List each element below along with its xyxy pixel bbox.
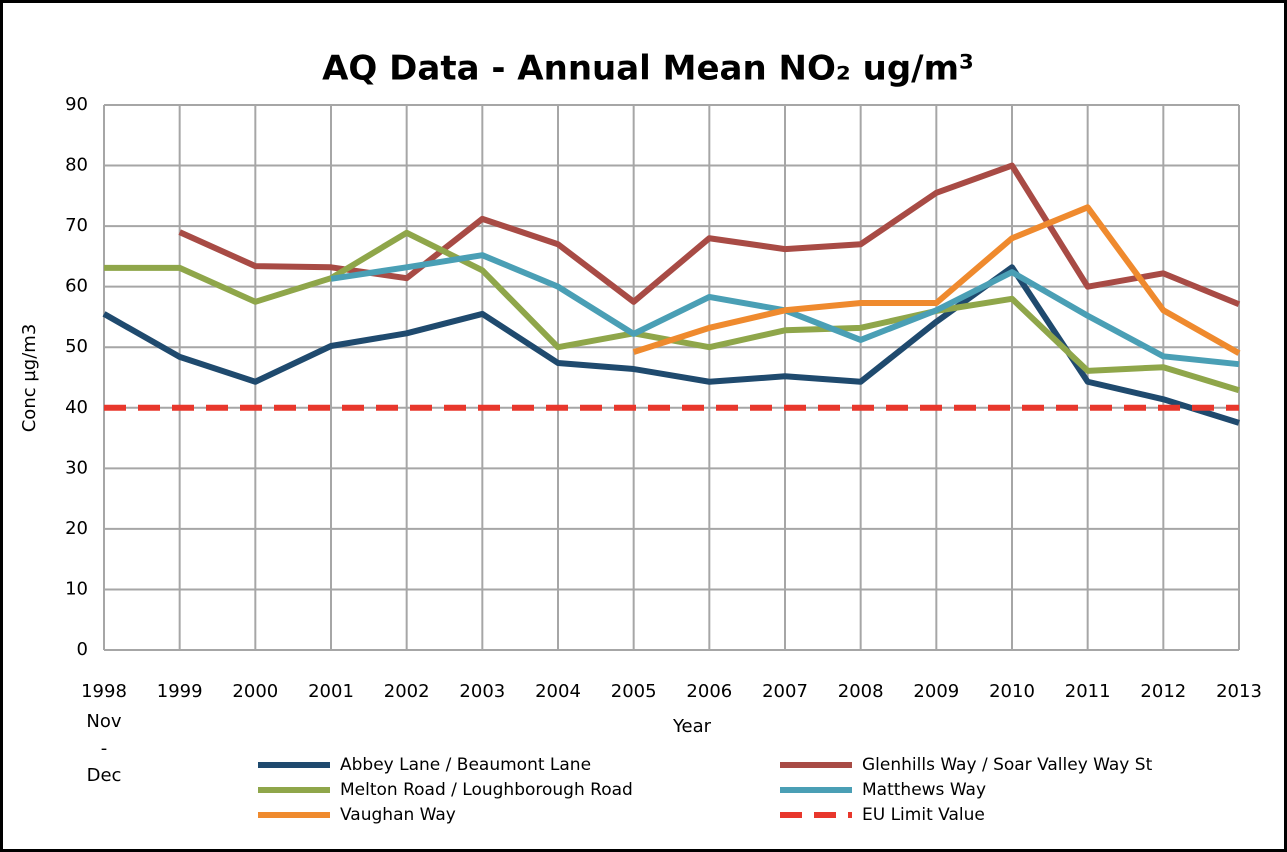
x-tick-label: 2001 <box>308 681 354 702</box>
y-tick-label: 30 <box>65 457 88 478</box>
x-tick-label: 2010 <box>989 681 1035 702</box>
y-tick-label: 80 <box>65 155 88 176</box>
legend-label: Glenhills Way / Soar Valley Way St <box>862 755 1153 775</box>
legend-label: Vaughan Way <box>340 805 456 825</box>
y-tick-label: 40 <box>65 397 88 418</box>
legend-label: Matthews Way <box>862 780 986 800</box>
x-tick-label: 2011 <box>1065 681 1111 702</box>
chart-title: AQ Data - Annual Mean NO₂ ug/m³ <box>322 49 974 89</box>
x-tick-label: 2000 <box>232 681 278 702</box>
x-tick-label: 2006 <box>686 681 732 702</box>
x-tick-label: 2004 <box>535 681 581 702</box>
y-axis-label: Conc µg/m3 <box>19 324 40 433</box>
x-tick-label: 2008 <box>838 681 884 702</box>
series-line <box>178 162 1241 308</box>
legend-label: Melton Road / Loughborough Road <box>340 780 633 800</box>
x-tick-label: 2007 <box>762 681 808 702</box>
x-tick-label: 2003 <box>459 681 505 702</box>
series-line <box>632 204 1241 356</box>
y-tick-label: 10 <box>65 578 88 599</box>
series-line <box>102 264 1240 426</box>
y-tick-label: 60 <box>65 276 88 297</box>
x-tick-label: 2009 <box>913 681 959 702</box>
x-tick-label: 1999 <box>157 681 203 702</box>
y-tick-label: 90 <box>65 94 88 115</box>
x-tick-label: 2012 <box>1140 681 1186 702</box>
x-tick-label: 2002 <box>384 681 430 702</box>
x-axis-label: Year <box>672 716 712 737</box>
x-tick-label: 2005 <box>611 681 657 702</box>
x-tick-note: Dec <box>87 765 122 786</box>
y-tick-label: 20 <box>65 518 88 539</box>
y-tick-label: 70 <box>65 215 88 236</box>
x-tick-note: - <box>101 738 108 759</box>
x-tick-label: 1998 <box>81 681 127 702</box>
y-tick-label: 0 <box>77 639 88 660</box>
x-tick-note: Nov <box>86 711 121 732</box>
legend-label: Abbey Lane / Beaumont Lane <box>340 755 591 775</box>
y-tick-label: 50 <box>65 336 88 357</box>
legend-label: EU Limit Value <box>862 805 985 825</box>
legend: Abbey Lane / Beaumont Lane Glenhills Way … <box>258 755 1153 825</box>
x-tick-label: 2013 <box>1216 681 1262 702</box>
